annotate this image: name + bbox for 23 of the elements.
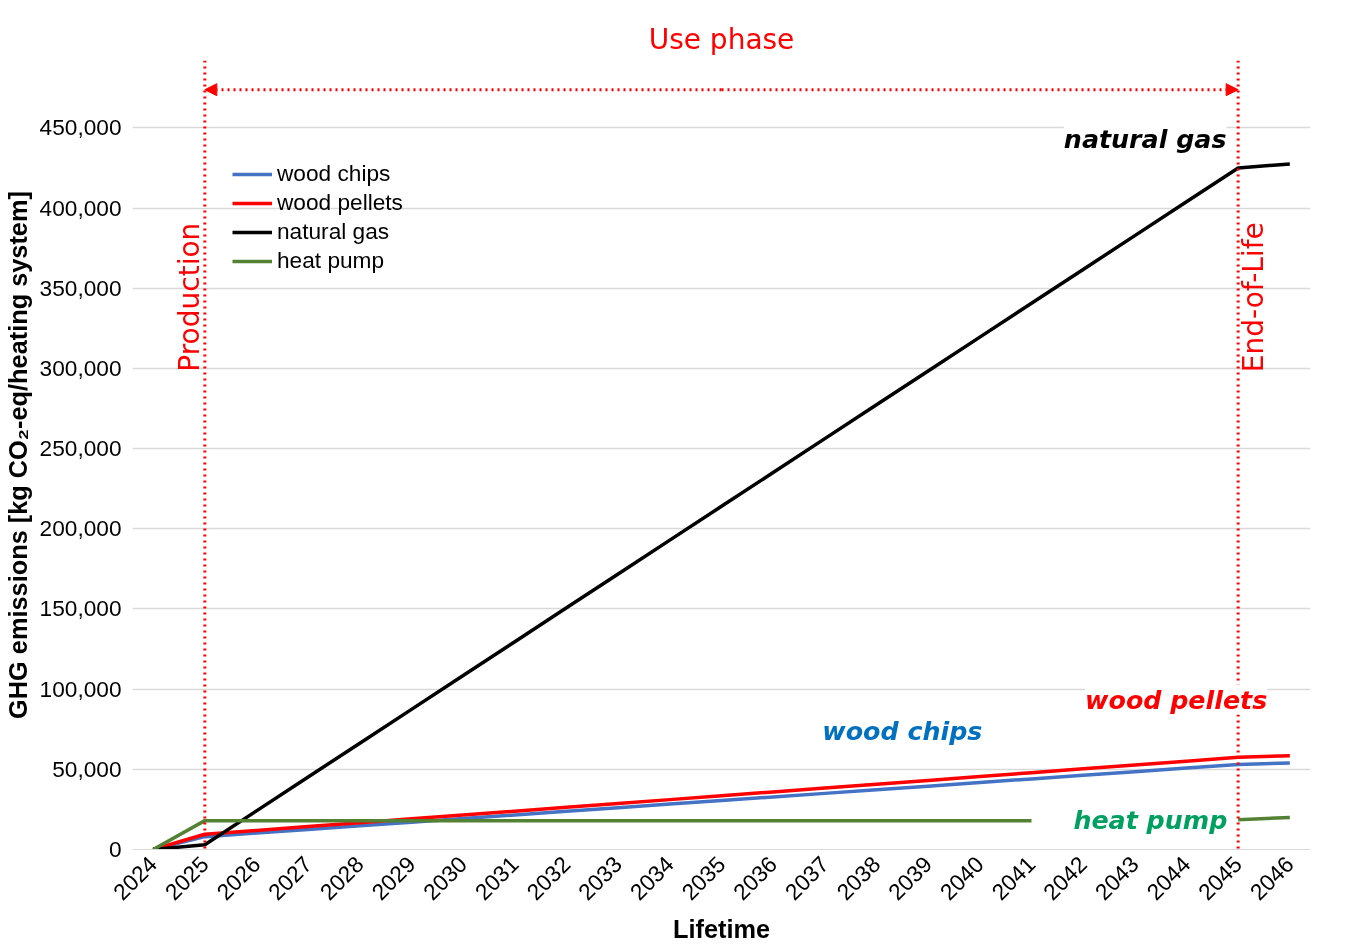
x-axis-title: Lifetime: [672, 914, 771, 943]
y-tick-label: 250,000: [39, 435, 122, 462]
text: Use phase: [648, 22, 795, 56]
y-tick-label: 450,000: [39, 114, 122, 141]
annotation: natural gas: [1063, 124, 1227, 155]
y-tick-label: 300,000: [39, 354, 122, 381]
annotation: heat pump: [1073, 805, 1228, 836]
legend-label: natural gas: [277, 218, 390, 245]
annotation: wood pellets: [1085, 684, 1268, 715]
y-tick-label: 150,000: [39, 595, 122, 622]
annotation: wood chips: [822, 716, 983, 747]
y-tick-label: 0: [108, 836, 122, 862]
y-tick-label: 200,000: [39, 515, 122, 542]
y-tick-label: 400,000: [39, 194, 122, 221]
legend-label: wood chips: [277, 160, 391, 187]
y-tick-label: 50,000: [52, 755, 122, 782]
y-tick-label: 350,000: [39, 274, 122, 301]
annotation: End-of-Life: [1237, 222, 1271, 373]
y-tick-label: 100,000: [39, 675, 122, 702]
y-axis-title: GHG emissions [kg CO₂-eq/heating system]: [3, 191, 32, 719]
annotation: Production: [172, 222, 206, 372]
legend-label: heat pump: [277, 247, 385, 274]
legend-label: wood pellets: [277, 189, 403, 216]
